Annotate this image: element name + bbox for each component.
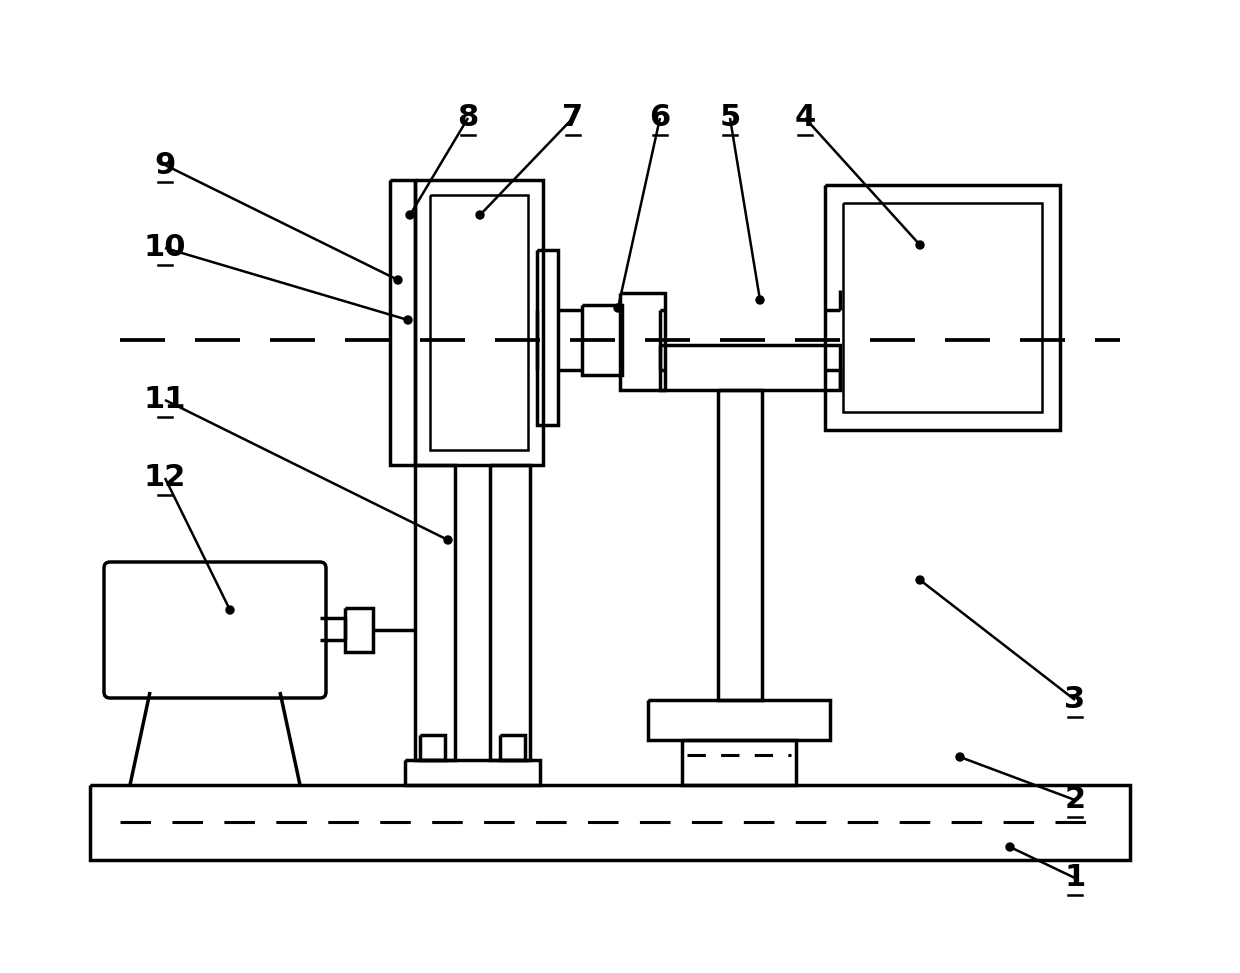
FancyBboxPatch shape: [104, 562, 326, 698]
Text: 9: 9: [154, 151, 176, 179]
Circle shape: [394, 276, 402, 284]
Text: 11: 11: [144, 385, 186, 414]
Text: 12: 12: [144, 463, 186, 492]
Circle shape: [614, 304, 622, 312]
Circle shape: [916, 576, 924, 584]
Text: 5: 5: [719, 103, 740, 132]
Circle shape: [226, 606, 234, 614]
Circle shape: [1006, 843, 1014, 851]
Text: 10: 10: [144, 234, 186, 263]
Circle shape: [404, 316, 412, 324]
Circle shape: [405, 211, 414, 219]
Circle shape: [916, 241, 924, 249]
Circle shape: [756, 296, 764, 304]
Text: 4: 4: [795, 103, 816, 132]
Circle shape: [444, 536, 453, 544]
Text: 8: 8: [458, 103, 479, 132]
Circle shape: [476, 211, 484, 219]
Text: 2: 2: [1064, 785, 1085, 814]
Text: 3: 3: [1064, 686, 1085, 714]
Text: 6: 6: [650, 103, 671, 132]
Circle shape: [956, 753, 963, 761]
Text: 7: 7: [563, 103, 584, 132]
Text: 1: 1: [1064, 863, 1086, 892]
